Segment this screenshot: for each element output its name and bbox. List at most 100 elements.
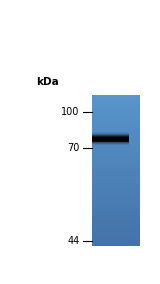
Bar xyxy=(92,182,140,183)
Bar xyxy=(92,138,129,139)
Bar xyxy=(92,221,140,222)
Bar xyxy=(92,204,140,205)
Bar xyxy=(92,242,140,243)
Bar xyxy=(92,209,140,210)
Bar xyxy=(92,160,140,161)
Bar xyxy=(92,243,140,244)
Bar xyxy=(92,142,129,143)
Bar xyxy=(92,172,140,173)
Bar xyxy=(92,228,140,229)
Bar xyxy=(92,203,140,204)
Bar xyxy=(92,165,140,166)
Bar xyxy=(92,235,140,236)
Bar xyxy=(92,177,140,178)
Bar xyxy=(92,102,140,103)
Bar xyxy=(92,233,140,234)
Bar xyxy=(92,208,140,209)
Bar xyxy=(92,112,140,113)
Bar xyxy=(92,131,140,132)
Bar xyxy=(92,224,140,225)
Bar xyxy=(92,147,140,148)
Bar xyxy=(92,96,140,97)
Bar xyxy=(92,144,140,145)
Bar xyxy=(92,166,140,167)
Bar xyxy=(92,199,140,200)
Bar xyxy=(92,132,140,133)
Text: 100: 100 xyxy=(61,107,80,117)
Bar xyxy=(92,198,140,199)
Text: kDa: kDa xyxy=(36,77,59,87)
Bar xyxy=(92,166,140,167)
Bar xyxy=(92,230,140,231)
Bar xyxy=(92,198,140,199)
Bar xyxy=(92,101,140,102)
Bar xyxy=(92,230,140,231)
Bar xyxy=(92,114,140,115)
Bar xyxy=(92,138,129,139)
Bar xyxy=(92,189,140,190)
Bar xyxy=(92,241,140,242)
Bar xyxy=(92,222,140,223)
Bar xyxy=(92,221,140,222)
Bar xyxy=(92,149,140,150)
Bar xyxy=(92,149,140,150)
Bar xyxy=(92,135,129,136)
Bar xyxy=(92,125,140,126)
Bar xyxy=(92,185,140,186)
Bar xyxy=(92,140,129,141)
Bar xyxy=(92,232,140,233)
Bar xyxy=(92,143,140,144)
Bar xyxy=(92,217,140,218)
Bar xyxy=(92,134,140,135)
Bar xyxy=(92,237,140,238)
Bar xyxy=(92,168,140,169)
Bar xyxy=(92,137,140,138)
Bar xyxy=(92,134,129,135)
Bar xyxy=(92,179,140,180)
Bar xyxy=(92,161,140,162)
Bar xyxy=(92,117,140,118)
Bar xyxy=(92,151,140,152)
Bar xyxy=(92,226,140,227)
Bar xyxy=(92,143,129,144)
Bar xyxy=(92,132,129,133)
Bar xyxy=(92,173,140,174)
Bar xyxy=(92,141,140,142)
Bar xyxy=(92,236,140,237)
Bar xyxy=(92,181,140,182)
Bar xyxy=(92,180,140,181)
Bar xyxy=(92,206,140,207)
Bar xyxy=(92,115,140,116)
Bar xyxy=(92,103,140,104)
Bar xyxy=(92,141,129,142)
Bar xyxy=(92,138,140,139)
Bar xyxy=(92,108,140,109)
Bar xyxy=(92,128,140,129)
Bar xyxy=(92,156,140,157)
Bar xyxy=(92,160,140,161)
Bar xyxy=(92,194,140,195)
Bar xyxy=(92,218,140,219)
Bar xyxy=(92,125,140,126)
Bar xyxy=(92,109,140,110)
Bar xyxy=(92,217,140,218)
Bar xyxy=(92,224,140,225)
Bar xyxy=(92,146,140,147)
Text: 70: 70 xyxy=(67,143,80,153)
Bar xyxy=(92,169,140,170)
Bar xyxy=(92,144,140,145)
Bar xyxy=(92,127,140,128)
Bar xyxy=(92,205,140,206)
Bar xyxy=(92,157,140,158)
Bar xyxy=(92,145,140,146)
Bar xyxy=(92,175,140,176)
Bar xyxy=(92,236,140,237)
Bar xyxy=(92,202,140,203)
Bar xyxy=(92,113,140,114)
Bar xyxy=(92,158,140,159)
Bar xyxy=(92,222,140,223)
Bar xyxy=(92,129,140,130)
Bar xyxy=(92,183,140,184)
Text: 44: 44 xyxy=(67,236,80,246)
Bar xyxy=(92,244,140,245)
